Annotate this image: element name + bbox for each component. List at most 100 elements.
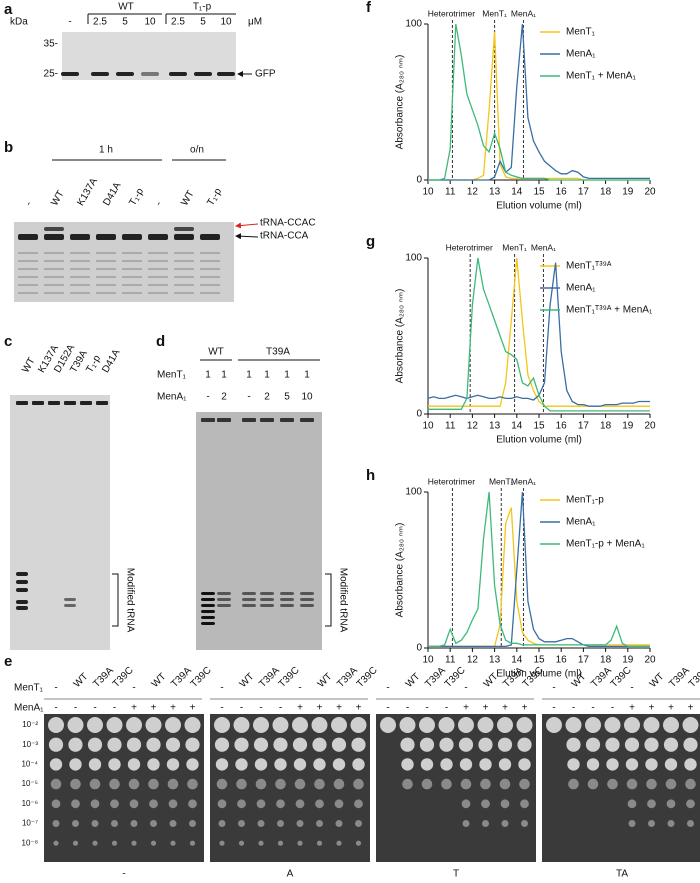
colony-spot (628, 820, 636, 827)
colony-spot (461, 799, 471, 809)
colony-spot (272, 717, 289, 733)
panel-label: c (4, 333, 12, 350)
cell-label: - (406, 703, 409, 714)
cell-label: + (688, 703, 694, 714)
x-tick-label: 10 (422, 655, 434, 666)
panel-label: g (366, 233, 375, 250)
colony-spot (500, 799, 510, 809)
x-tick-label: 16 (556, 187, 568, 198)
band (44, 268, 64, 270)
colony-spot (48, 717, 64, 733)
x-tick-label: 12 (467, 655, 479, 666)
x-tick-label: 20 (644, 187, 656, 198)
bracket (112, 573, 119, 627)
colony-spot (216, 778, 228, 790)
x-tick-label: 17 (578, 187, 590, 198)
cell-label: + (649, 703, 655, 714)
band (44, 292, 64, 294)
band (70, 292, 90, 294)
band (122, 292, 142, 294)
colony-spot (92, 840, 98, 846)
x-tick-label: 10 (422, 421, 434, 432)
plate (44, 714, 204, 862)
cell-label: + (483, 703, 489, 714)
colony-spot (238, 820, 245, 827)
colony-spot (627, 799, 637, 809)
band (242, 604, 256, 607)
band (174, 227, 194, 231)
band (201, 418, 215, 422)
cell-label: WT (648, 671, 667, 690)
colony-spot (217, 799, 227, 809)
cell-label: WT (238, 671, 257, 690)
band (201, 592, 215, 595)
y-tick-label: 100 (405, 253, 422, 264)
colony-spot (233, 717, 250, 733)
x-tick-label: 19 (622, 655, 634, 666)
colony-spot (353, 778, 364, 790)
panel-label: d (156, 333, 165, 350)
band (48, 401, 60, 405)
colony-spot (516, 717, 533, 733)
cell-label: 2 (264, 392, 270, 403)
band (148, 252, 168, 254)
band (200, 234, 220, 240)
colony-spot (185, 737, 200, 752)
band (96, 268, 116, 270)
colony-spot (645, 758, 658, 771)
colony-spot (585, 717, 601, 733)
colony-spot (497, 737, 513, 752)
row-label: MenT₁ (14, 683, 44, 694)
colony-spot (214, 737, 230, 752)
band (174, 276, 194, 278)
lane-label: T₁-p (127, 186, 146, 208)
colony-spot (256, 799, 266, 809)
colony-spot (165, 717, 181, 733)
colony-spot (459, 758, 473, 771)
cell-label: + (668, 703, 674, 714)
lane-label: WT (49, 189, 66, 208)
lane-label: - (68, 17, 71, 28)
colony-spot (316, 820, 323, 827)
cell-label: - (279, 703, 282, 714)
colony-spot (255, 778, 267, 790)
band (96, 252, 116, 254)
colony-spot (131, 840, 137, 846)
colony-spot (184, 717, 201, 733)
colony-spot (127, 758, 141, 771)
colony-spot (420, 758, 434, 771)
colony-spot (254, 758, 268, 771)
colony-spot (643, 717, 660, 733)
legend-label: MenA₁ (566, 283, 596, 294)
colony-spot (648, 820, 655, 827)
gel (196, 412, 322, 650)
band (18, 284, 38, 286)
cell-label: - (220, 703, 223, 714)
lane-label: - (23, 199, 34, 207)
colony-spot (219, 840, 225, 846)
band-label: tRNA-CCAC (260, 218, 316, 229)
x-tick-label: 13 (489, 187, 501, 198)
panel-label: h (366, 467, 375, 484)
cell-label: WT (150, 671, 169, 690)
lane-label: WT (20, 356, 37, 375)
cell-label: - (247, 392, 250, 403)
colony-spot (331, 717, 347, 733)
x-tick-label: 13 (489, 655, 501, 666)
band (80, 401, 92, 405)
y-tick-label: 0 (416, 409, 422, 420)
x-axis-label: Elution volume (ml) (496, 435, 582, 446)
cell-label: T39A (335, 665, 360, 690)
colony-spot (586, 758, 600, 771)
colony-spot (497, 717, 513, 733)
colony-spot (499, 778, 511, 790)
band (122, 234, 142, 240)
colony-spot (277, 840, 284, 846)
colony-spot (458, 717, 474, 733)
cell-label: 1 (284, 370, 290, 381)
band (16, 600, 28, 604)
cell-label: T39A (169, 665, 194, 690)
band (260, 598, 274, 601)
colony-spot (334, 799, 344, 809)
colony-spot (253, 717, 269, 733)
